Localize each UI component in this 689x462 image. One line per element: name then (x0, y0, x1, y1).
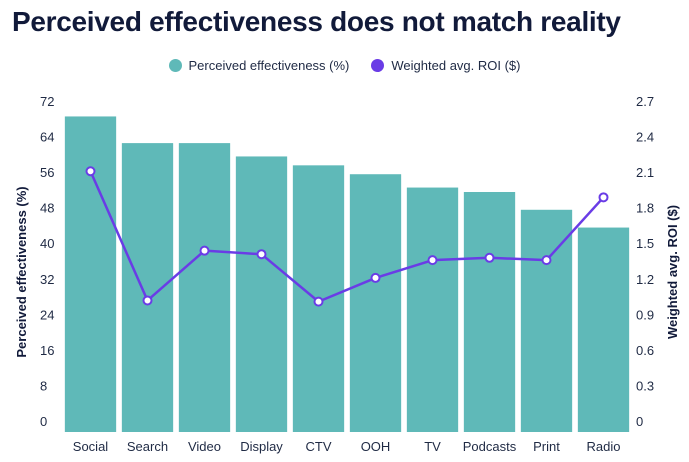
chart-title: Perceived effectiveness does not match r… (12, 6, 621, 37)
y-axis-right: 0 0.3 0.6 0.9 1.2 1.5 1.8 2.1 2.4 2.7 (636, 94, 654, 429)
y-right-tick-label: 2.1 (636, 165, 654, 180)
y-left-tick-label: 56 (40, 165, 54, 180)
x-tick-label: Podcasts (463, 439, 517, 454)
y-right-tick-label: 0.6 (636, 343, 654, 358)
y-left-tick-label: 48 (40, 201, 54, 216)
legend-label-roi: Weighted avg. ROI ($) (391, 58, 521, 73)
y-left-tick-label: 0 (40, 414, 47, 429)
bar-ooh (349, 174, 402, 432)
y-left-tick-label: 32 (40, 272, 54, 287)
bar-podcasts (463, 192, 516, 432)
x-tick-label: Search (127, 439, 168, 454)
y-axis-right-title: Weighted avg. ROI ($) (665, 205, 680, 339)
bars-layer (64, 116, 630, 433)
legend: Perceived effectiveness (%) Weighted avg… (0, 58, 689, 73)
roi-point-ctv (313, 296, 324, 307)
x-tick-label: Radio (587, 439, 621, 454)
x-axis: Social Search Video Display CTV OOH TV Podcasts… (73, 439, 621, 454)
bar-radio (577, 227, 630, 432)
y-axis-left: 0 8 16 24 32 40 48 56 64 72 (40, 94, 54, 429)
x-tick-label: TV (424, 439, 441, 454)
y-right-tick-label: 1.2 (636, 272, 654, 287)
x-tick-label: Print (533, 439, 560, 454)
roi-point-video (199, 245, 210, 256)
y-right-tick-label: 0.9 (636, 307, 654, 322)
y-left-tick-label: 72 (40, 94, 54, 109)
y-right-tick-label: 1.8 (636, 201, 654, 216)
roi-point-social (85, 166, 96, 177)
roi-line (89, 170, 605, 303)
legend-swatch-line (371, 59, 385, 72)
line-layer (85, 166, 609, 307)
legend-item-perceived: Perceived effectiveness (%) (168, 58, 350, 73)
y-right-tick-label: 2.4 (636, 130, 654, 145)
bar-tv (406, 187, 459, 432)
roi-point-tv (427, 255, 438, 266)
legend-swatch-bar (168, 59, 182, 72)
bar-display (235, 156, 288, 432)
bar-social (64, 116, 117, 432)
y-right-tick-label: 1.5 (636, 236, 654, 251)
x-tick-label: Display (240, 439, 283, 454)
y-left-tick-label: 24 (40, 307, 54, 322)
bar-print (520, 209, 573, 432)
roi-point-ooh (370, 272, 381, 283)
x-tick-label: OOH (361, 439, 391, 454)
y-left-tick-label: 40 (40, 236, 54, 251)
y-right-tick-label: 0.3 (636, 378, 654, 393)
y-axis-left-title: Perceived effectiveness (%) (14, 186, 29, 357)
y-left-tick-label: 64 (40, 130, 54, 145)
y-right-tick-label: 2.7 (636, 94, 654, 109)
bar-video (178, 143, 231, 432)
y-left-tick-label: 8 (40, 378, 47, 393)
roi-point-search (142, 295, 153, 306)
x-tick-label: CTV (306, 439, 332, 454)
legend-label-perceived: Perceived effectiveness (%) (188, 58, 350, 73)
legend-item-roi: Weighted avg. ROI ($) (371, 58, 520, 73)
roi-point-print (541, 255, 552, 266)
x-tick-label: Social (73, 439, 109, 454)
y-left-tick-label: 16 (40, 343, 54, 358)
y-right-tick-label: 0 (636, 414, 643, 429)
roi-point-radio (598, 192, 609, 203)
x-tick-label: Video (188, 439, 221, 454)
roi-point-podcasts (484, 252, 495, 263)
bar-search (121, 143, 174, 432)
roi-point-display (256, 249, 267, 260)
